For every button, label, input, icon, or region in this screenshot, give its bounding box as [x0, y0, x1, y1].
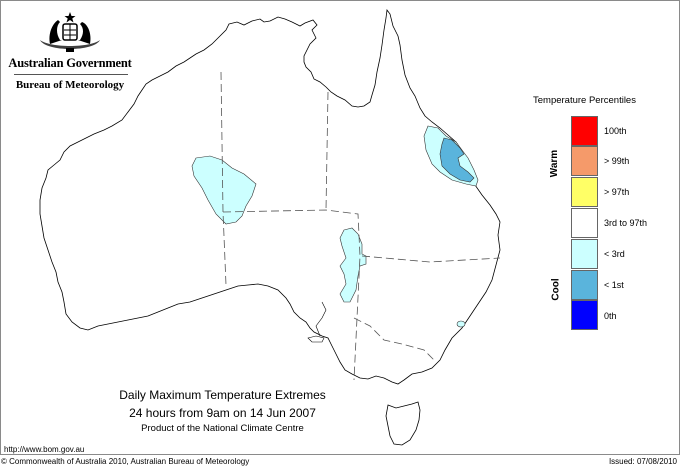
- map-titles: Daily Maximum Temperature Extremes 24 ho…: [100, 388, 345, 434]
- kangaroo-island: [307, 335, 325, 343]
- legend-label: < 3rd: [604, 249, 625, 259]
- issued-date: Issued: 07/08/2010: [608, 457, 677, 466]
- legend-label: > 99th: [604, 156, 630, 166]
- legend-swatch-100th: [571, 116, 598, 146]
- anomaly-region-wa: [191, 155, 257, 225]
- warm-label: Warm: [549, 149, 561, 178]
- footer-divider: [0, 454, 680, 455]
- legend-label: 3rd to 97th: [604, 218, 648, 228]
- legend-title: Temperature Percentiles: [533, 95, 636, 106]
- legend-swatch-0th: [571, 300, 598, 330]
- website-link[interactable]: http://www.bom.gov.au: [4, 445, 85, 454]
- legend-label: 100th: [604, 126, 627, 136]
- legend-swatch-lt-1st: [571, 270, 598, 300]
- anomaly-region-sa: [339, 227, 367, 303]
- legend-label: > 97th: [604, 187, 630, 197]
- legend-swatch-gt-97th: [571, 177, 598, 207]
- anomaly-region-qld-inner: [439, 137, 475, 183]
- anomaly-region-nsw: [456, 320, 466, 328]
- map-credit: Product of the National Climate Centre: [141, 423, 304, 434]
- tasmania-outline: [385, 401, 421, 446]
- map-subtitle: 24 hours from 9am on 14 Jun 2007: [129, 406, 316, 420]
- coat-of-arms-icon: [40, 12, 100, 52]
- spencer-gulf: [315, 301, 327, 337]
- mainland-outline: [39, 8, 501, 385]
- organisation-name: Australian Government: [8, 56, 132, 70]
- copyright-text: © Commonwealth of Australia 2010, Austra…: [1, 457, 250, 466]
- agency-name: Bureau of Meteorology: [15, 79, 125, 91]
- australia-map: [39, 8, 501, 446]
- state-borders: [220, 71, 501, 381]
- map-title: Daily Maximum Temperature Extremes: [119, 388, 326, 402]
- logo-divider: [14, 74, 128, 75]
- legend-label: < 1st: [604, 280, 624, 290]
- legend-swatch-lt-3rd: [571, 239, 598, 269]
- agency-logo: Australian Government Bureau of Meteorol…: [8, 10, 132, 91]
- legend-swatch-normal: [571, 208, 598, 238]
- cool-label: Cool: [550, 278, 562, 301]
- legend-label: 0th: [604, 311, 617, 321]
- legend-swatch-gt-99th: [571, 146, 598, 176]
